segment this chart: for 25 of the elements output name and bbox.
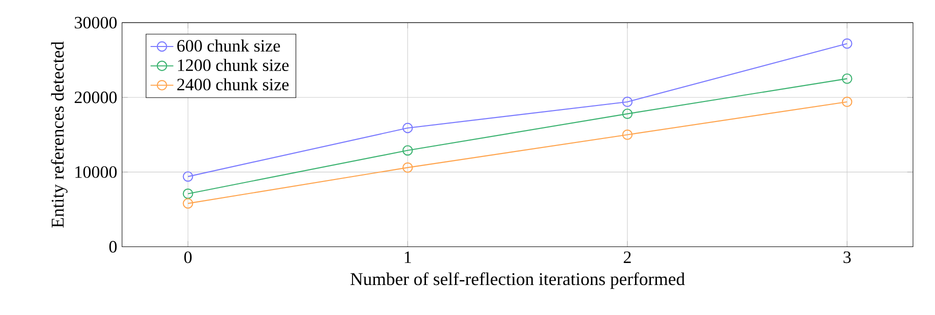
x-tick-label: 2 <box>624 252 631 264</box>
x-tick-label: 1 <box>404 252 411 264</box>
point <box>842 74 852 84</box>
legend-label: 600 chunk size <box>177 40 280 52</box>
y-axis-title: Entity references detected <box>50 42 68 228</box>
point <box>402 162 413 173</box>
point <box>182 171 194 182</box>
point <box>402 122 413 134</box>
y-tick-label: 0 <box>109 241 117 253</box>
y-tick-label: 30000 <box>74 16 117 29</box>
point <box>842 38 852 49</box>
x-axis-title: Number of self-reflection iterations performed <box>350 272 685 289</box>
legend-label: 1200 chunk size <box>178 58 289 72</box>
point <box>842 96 852 108</box>
point <box>622 108 633 120</box>
point <box>182 188 194 200</box>
point <box>402 145 413 156</box>
point <box>622 130 633 140</box>
point <box>182 198 194 209</box>
y-tick-label: 10000 <box>76 166 117 178</box>
x-tick-label: 3 <box>844 252 851 264</box>
y-tick-label: 20000 <box>74 92 117 104</box>
legend-label: 2400 chunk size <box>177 78 289 91</box>
point <box>622 96 633 108</box>
x-tick-label: 0 <box>184 252 192 264</box>
